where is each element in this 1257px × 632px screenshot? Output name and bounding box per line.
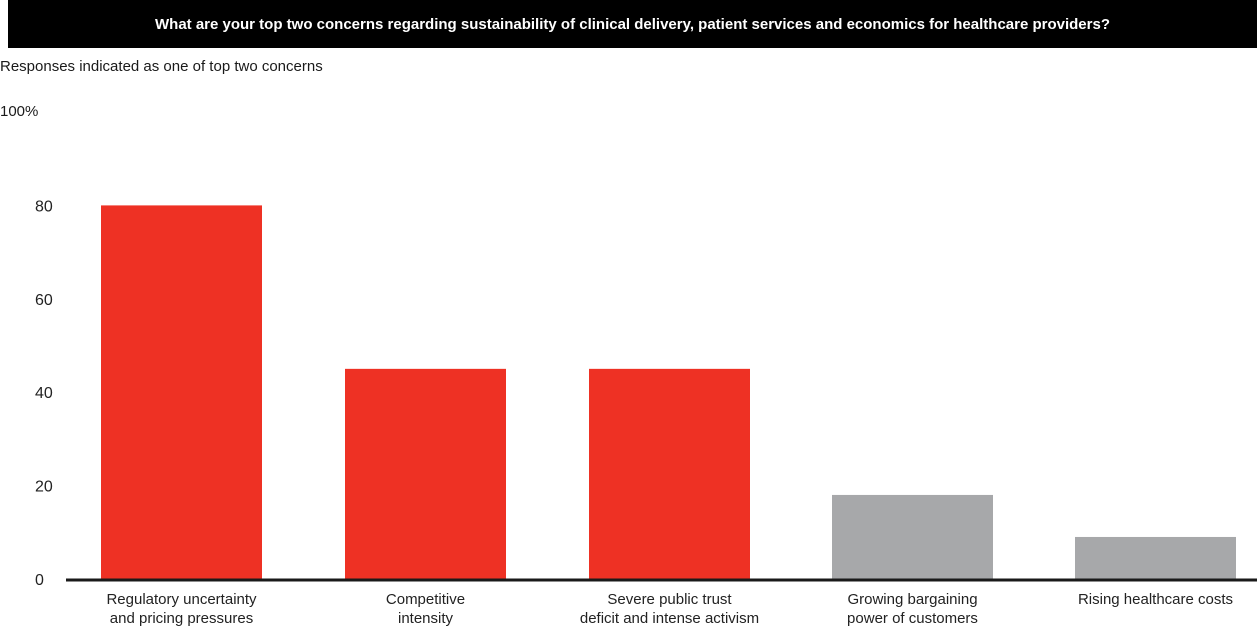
- y-tick-label-20: 20: [35, 479, 53, 496]
- chart-subtitle: Responses indicated as one of top two co…: [0, 58, 323, 75]
- y-tick-label-40: 40: [35, 385, 53, 402]
- bar-0: [101, 205, 262, 579]
- bar-2: [589, 368, 750, 579]
- y-axis-unit-label: 100%: [0, 103, 39, 120]
- bar-4: [1075, 536, 1236, 579]
- y-tick-label-0: 0: [35, 572, 44, 589]
- y-tick-label-80: 80: [35, 198, 53, 215]
- y-tick-label-60: 60: [35, 292, 53, 309]
- category-label-3: Growing bargaining power of customers: [847, 591, 978, 627]
- category-label-1: Competitive intensity: [386, 591, 465, 627]
- bar-1: [345, 368, 506, 579]
- category-label-2: Severe public trust deficit and intense a…: [580, 591, 759, 627]
- category-label-4: Rising healthcare costs: [1078, 591, 1233, 608]
- bar-3: [832, 494, 993, 579]
- chart-title: What are your top two concerns regarding…: [8, 0, 1257, 48]
- category-label-0: Regulatory uncertainty and pricing pressu…: [106, 591, 257, 627]
